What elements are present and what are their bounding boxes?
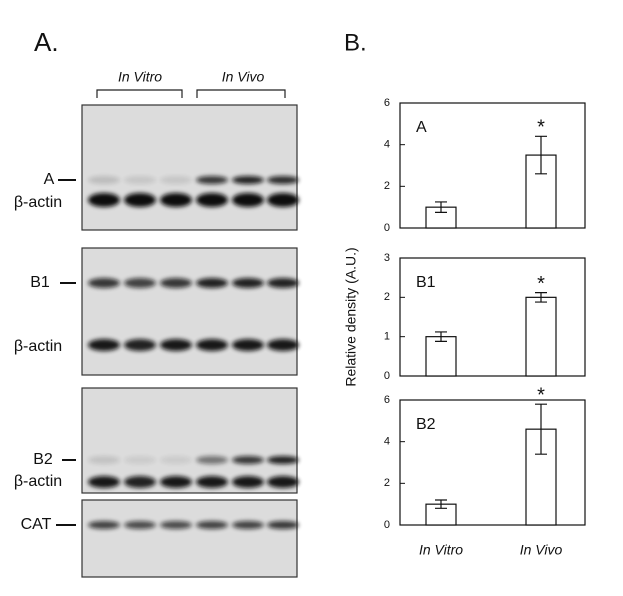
band: [124, 278, 156, 288]
band: [232, 278, 264, 288]
chart-title: B2: [416, 416, 436, 433]
group-label: In Vitro: [118, 69, 162, 85]
band: [232, 456, 264, 464]
y-tick-label: 6: [384, 97, 390, 109]
band: [88, 521, 120, 529]
y-tick-label: 3: [384, 252, 390, 264]
y-tick-label: 2: [384, 291, 390, 303]
band: [160, 176, 192, 184]
bar: [525, 296, 557, 377]
band: [267, 193, 299, 207]
error-bar: [435, 499, 447, 509]
blot-label: β-actin: [14, 194, 62, 211]
y-tick-label: 2: [384, 180, 390, 192]
band: [196, 476, 228, 488]
band: [88, 339, 120, 351]
band: [196, 278, 228, 288]
band: [124, 339, 156, 351]
band: [160, 456, 192, 464]
y-tick-label: 6: [384, 394, 390, 406]
error-bar: [535, 403, 547, 455]
y-tick-label: 1: [384, 331, 390, 343]
band: [267, 339, 299, 351]
plot-frame: [399, 399, 586, 526]
band: [160, 278, 192, 288]
blot: [81, 499, 298, 578]
y-tick-label: 4: [384, 139, 390, 151]
blot: [81, 247, 298, 376]
band: [88, 193, 120, 207]
x-tick-label: In Vitro: [419, 542, 463, 558]
y-tick-label: 0: [384, 222, 390, 234]
error-bar: [435, 331, 447, 342]
band: [232, 476, 264, 488]
band: [196, 176, 228, 184]
band: [196, 339, 228, 351]
band: [232, 193, 264, 207]
band: [160, 476, 192, 488]
band: [88, 176, 120, 184]
panel-label: B.: [344, 29, 367, 56]
band: [196, 521, 228, 529]
band: [232, 521, 264, 529]
annotation: *: [537, 384, 545, 406]
band: [160, 193, 192, 207]
chart-title: B1: [416, 274, 436, 291]
annotation: *: [537, 117, 545, 139]
error-bar: [535, 292, 547, 303]
band: [160, 339, 192, 351]
band: [267, 521, 299, 529]
band: [160, 521, 192, 529]
label-dash: [56, 179, 76, 526]
error-bar: [535, 135, 547, 175]
band: [124, 176, 156, 184]
annotation: *: [537, 273, 545, 295]
band: [196, 193, 228, 207]
y-tick-label: 4: [384, 436, 390, 448]
band: [88, 278, 120, 288]
y-tick-label: 0: [384, 519, 390, 531]
band: [232, 176, 264, 184]
band: [267, 176, 299, 184]
group-label: In Vivo: [222, 69, 265, 85]
band: [267, 476, 299, 488]
y-axis-label: Relative density (A.U.): [343, 247, 359, 386]
blot-label: A: [44, 171, 55, 188]
band: [124, 193, 156, 207]
bar: [425, 336, 457, 377]
group-bracket: [96, 89, 286, 98]
band: [232, 339, 264, 351]
blot-label: CAT: [21, 516, 52, 533]
plot-frame: [399, 102, 586, 229]
band: [196, 456, 228, 464]
blot: [81, 104, 298, 231]
band: [267, 456, 299, 464]
band: [267, 278, 299, 288]
y-tick-label: 2: [384, 477, 390, 489]
blot-label: B2: [33, 451, 53, 468]
blot-label: β-actin: [14, 338, 62, 355]
panel-label: A.: [34, 27, 59, 57]
band: [124, 456, 156, 464]
plot-frame: [399, 257, 586, 377]
y-tick-label: 0: [384, 370, 390, 382]
blot-label: B1: [30, 274, 50, 291]
error-bar: [435, 201, 447, 213]
band: [124, 521, 156, 529]
band: [88, 476, 120, 488]
blot-label: β-actin: [14, 473, 62, 490]
x-tick-label: In Vivo: [520, 542, 563, 558]
band: [124, 476, 156, 488]
blot: [81, 387, 298, 494]
band: [88, 456, 120, 464]
chart-title: A: [416, 119, 427, 136]
